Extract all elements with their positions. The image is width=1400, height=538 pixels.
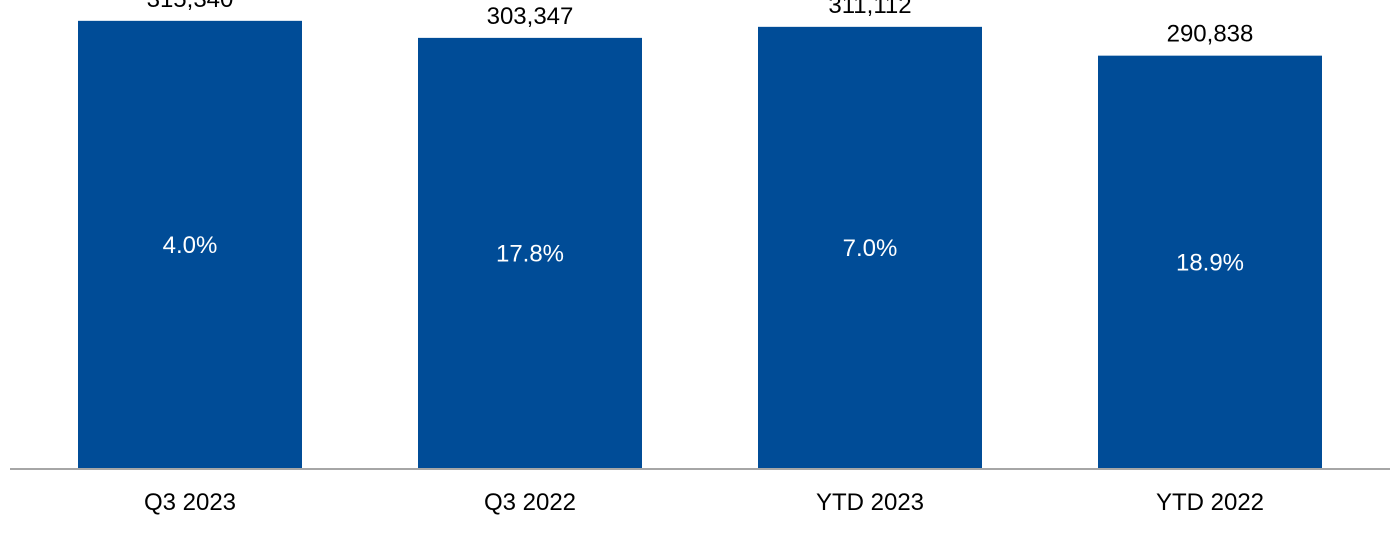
inner-label-q3-2023: 4.0% bbox=[163, 232, 218, 259]
bars-layer bbox=[78, 20, 1322, 470]
bar-q3-2023 bbox=[78, 20, 302, 470]
inner-label-ytd-2023: 7.0% bbox=[843, 235, 898, 262]
category-label-ytd-2023: YTD 2023 bbox=[816, 489, 924, 516]
category-label-q3-2023: Q3 2023 bbox=[144, 489, 236, 516]
inner-label-ytd-2022: 18.9% bbox=[1176, 249, 1244, 276]
value-label-q3-2022: 303,347 bbox=[487, 3, 574, 30]
labels-layer: 315,340 4.0% Q3 2023 303,347 17.8% Q3 2022 311… bbox=[144, 0, 1264, 516]
bar-ytd-2023 bbox=[758, 26, 982, 470]
bar-q3-2022 bbox=[418, 37, 642, 469]
category-label-ytd-2022: YTD 2022 bbox=[1156, 489, 1264, 516]
inner-label-q3-2022: 17.8% bbox=[496, 240, 564, 267]
value-label-q3-2023: 315,340 bbox=[147, 0, 234, 13]
value-label-ytd-2023: 311,112 bbox=[828, 0, 911, 19]
value-label-ytd-2022: 290,838 bbox=[1167, 21, 1254, 48]
bar-ytd-2022 bbox=[1098, 55, 1322, 470]
category-label-q3-2022: Q3 2022 bbox=[484, 489, 576, 516]
